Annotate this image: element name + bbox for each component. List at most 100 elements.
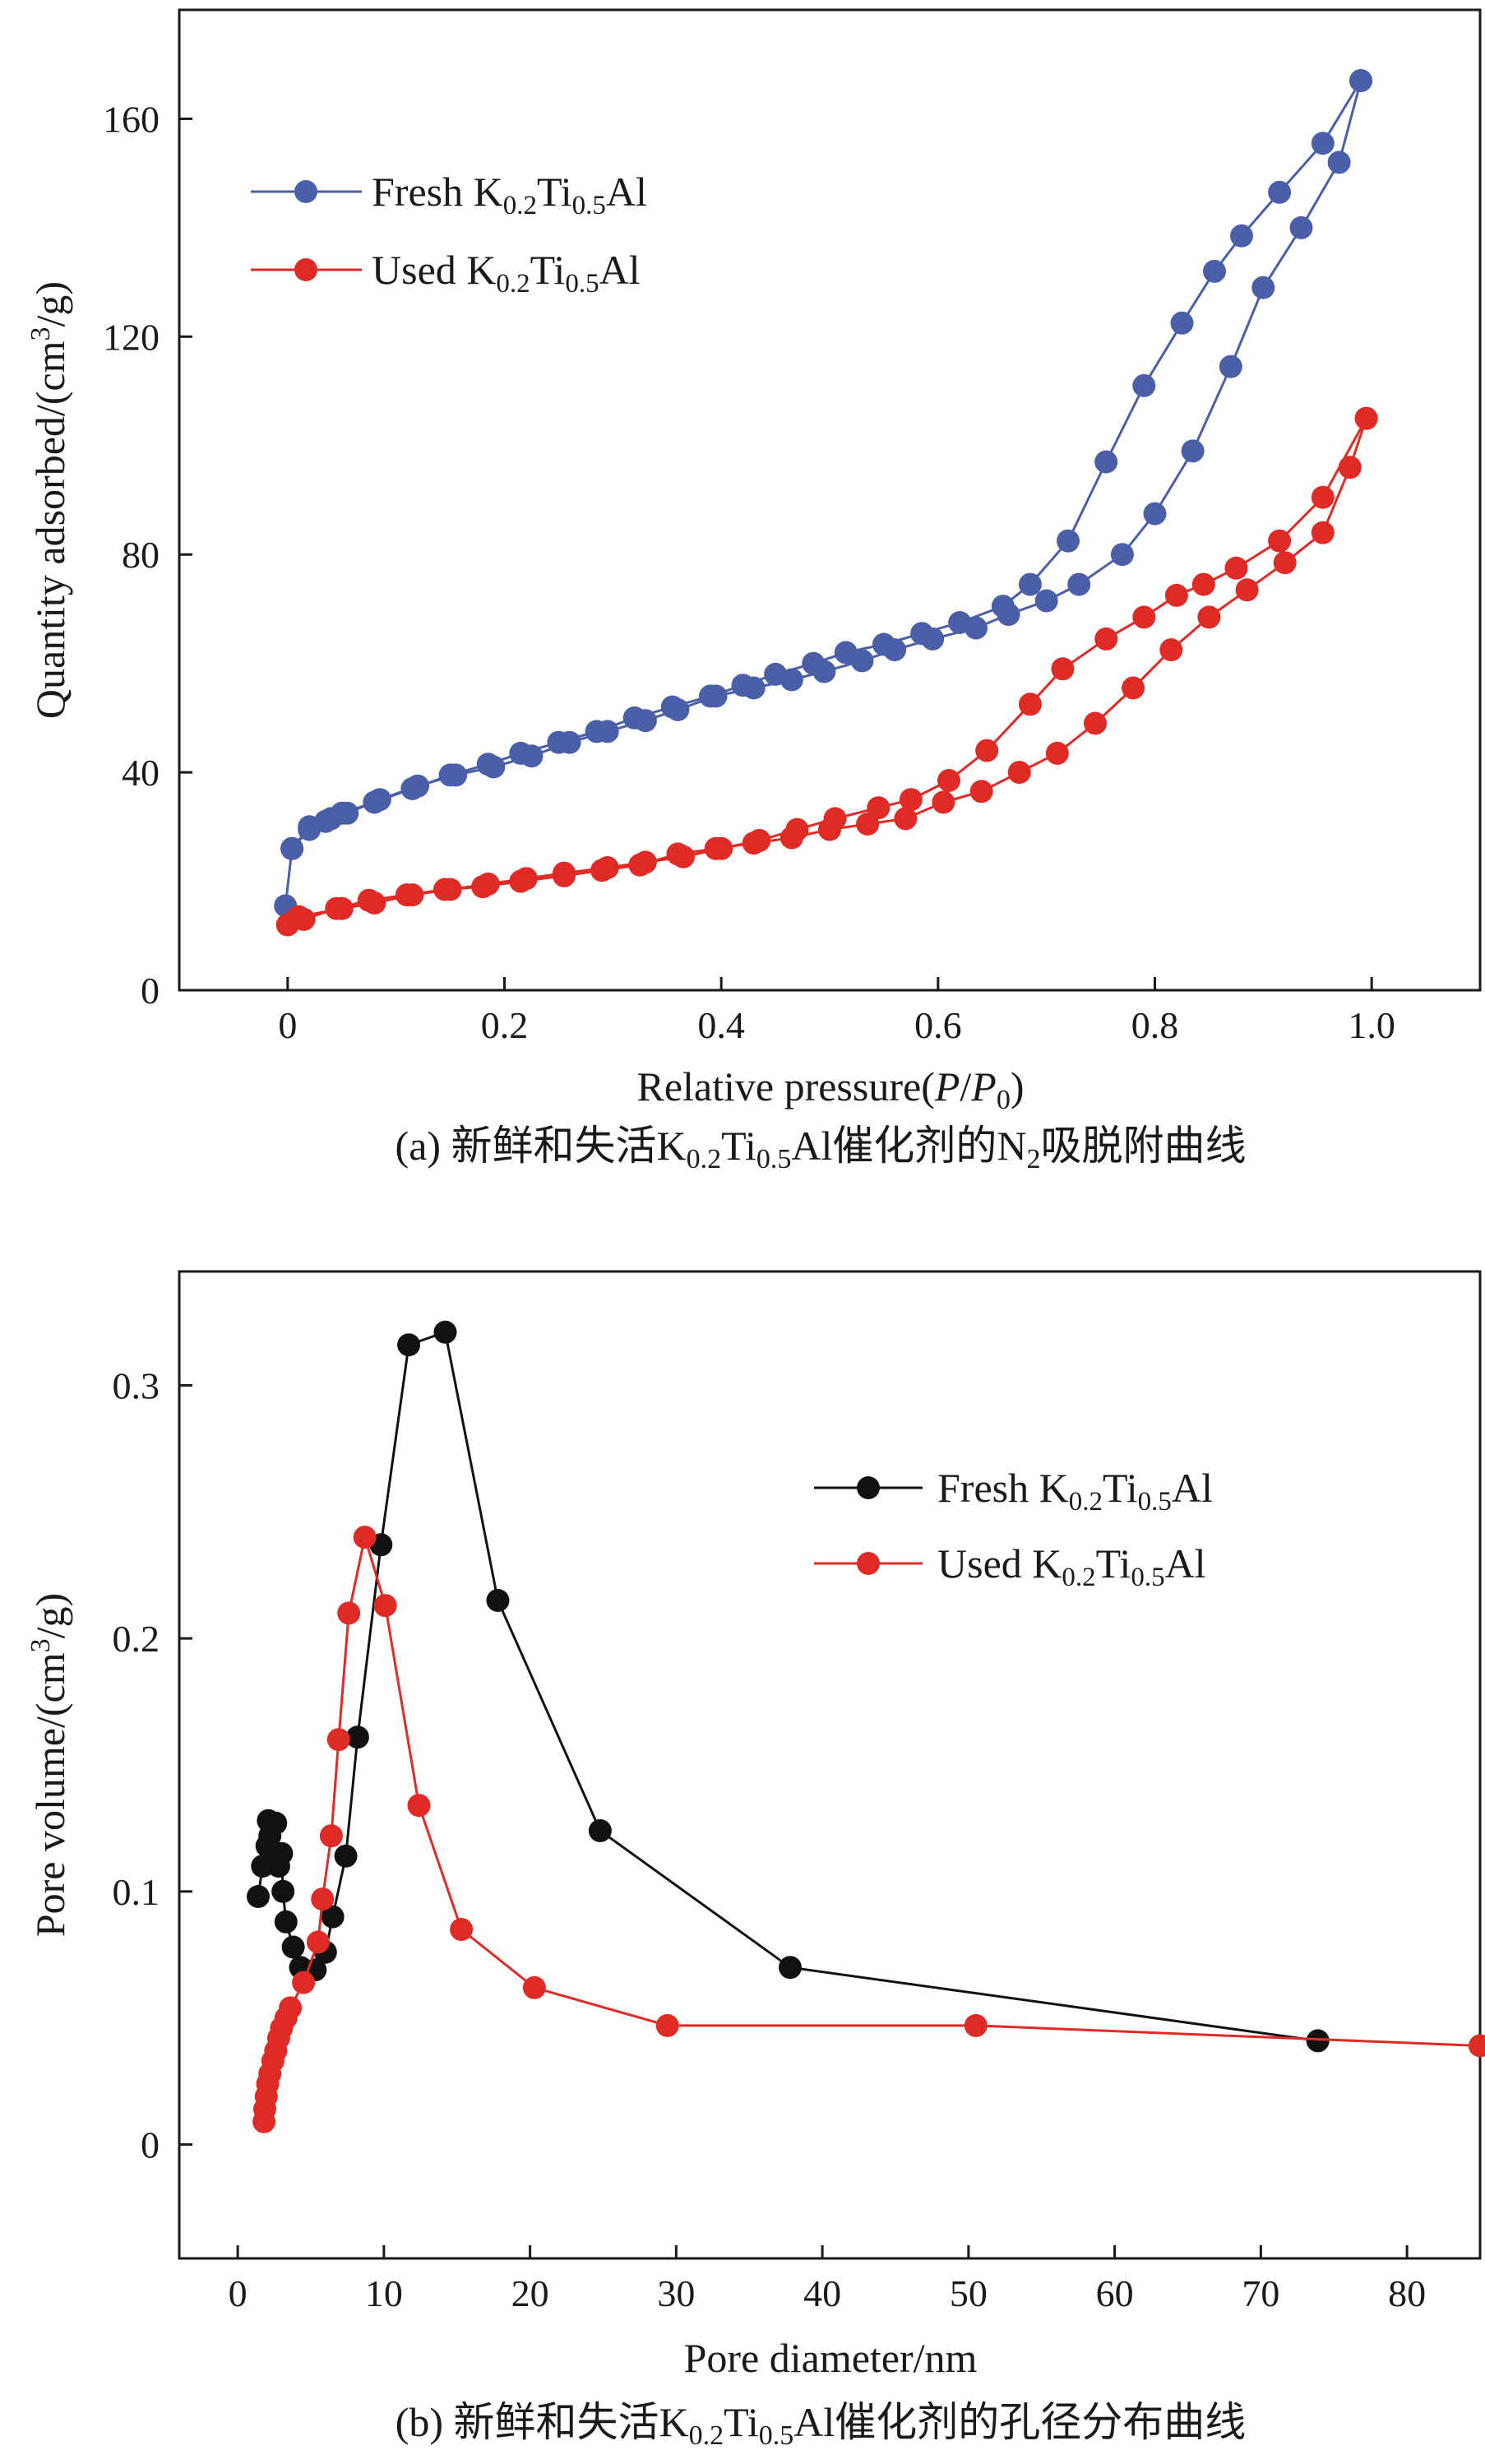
panel-b-used-curve-point	[306, 1930, 330, 1954]
panel-a-fresh-desorption-point	[666, 698, 690, 721]
panel-a-fresh-adsorption-point	[1230, 224, 1253, 248]
panel-a-fresh-desorption-point	[704, 684, 728, 708]
panel-b-x-tick-label: 20	[511, 2272, 549, 2314]
panel-a-used-desorption-point	[325, 896, 349, 920]
panel-a-used-desorption-point	[780, 826, 803, 850]
panel-b-x-tick-label: 80	[1388, 2272, 1426, 2314]
panel-a-used-desorption-point	[1007, 761, 1031, 785]
panel-a-legend-used-label: Used K0.2Ti0.5Al	[372, 247, 641, 299]
panel-b-y-tick-label: 0	[141, 2124, 160, 2166]
panel-a-fresh-desorption-point	[1349, 69, 1372, 93]
panel-a-used-desorption-point	[471, 875, 495, 899]
panel-a-used-desorption-point	[932, 790, 955, 814]
panel-a-fresh-desorption-point	[921, 627, 945, 651]
panel-a-used-desorption-point	[704, 836, 728, 860]
panel-a-fresh-desorption-point	[633, 709, 657, 733]
panel-a-used-desorption-point	[395, 883, 419, 907]
panel-a-used-adsorption-point	[899, 788, 923, 812]
panel-a-used-adsorption-point	[1311, 485, 1335, 509]
panel-b-used-curve-point	[353, 1526, 377, 1549]
panel-a-used-adsorption-point	[1094, 627, 1118, 651]
panel-a-used-desorption-point	[1159, 638, 1183, 662]
panel-a-fresh-desorption-point	[1067, 572, 1091, 596]
panel-b-x-tick-label: 10	[365, 2272, 403, 2314]
panel-b-fresh-curve-point	[247, 1885, 270, 1908]
panel-b-x-axis-label: Pore diameter/nm	[684, 2335, 978, 2381]
panel-b-used-curve-point	[319, 1824, 343, 1848]
panel-a-used-desorption-point	[590, 859, 614, 882]
panel-a-legend-fresh-marker	[294, 180, 317, 203]
panel-a-fresh-adsorption-point	[1268, 180, 1292, 204]
panel-a-used-desorption-point	[1273, 551, 1297, 575]
panel-b-x-tick-label: 30	[657, 2272, 695, 2314]
panel-a-x-tick-label: 0	[278, 1004, 297, 1046]
panel-b-fresh-curve-point	[433, 1320, 457, 1344]
panel-b-fresh-curve-line	[257, 1331, 1318, 2042]
panel-b-legend-fresh-marker	[857, 1476, 880, 1499]
panel-a-x-tick-label: 0.6	[914, 1004, 962, 1046]
panel-a-fresh-desorption-point	[780, 668, 803, 692]
panel-a-used-desorption-point	[509, 869, 533, 893]
panel-a-y-tick-label: 80	[122, 534, 160, 576]
panel-b-fresh-curve-point	[345, 1725, 369, 1749]
panel-a-used-desorption-point	[1197, 605, 1221, 629]
panel-a-y-tick-label: 40	[122, 752, 160, 794]
panel-a-fresh-adsorption-point	[1057, 529, 1080, 553]
panel-a-used-desorption-point	[1311, 521, 1335, 544]
panel-a-used-desorption-point	[969, 780, 993, 804]
panel-a-fresh-desorption-point	[965, 616, 988, 640]
panel-b-x-tick-label: 60	[1096, 2272, 1134, 2314]
panel-a-fresh-desorption-point	[812, 660, 836, 683]
panel-a-caption: (a) 新鲜和失活K0.2Ti0.5Al催化剂的N2吸脱附曲线	[396, 1123, 1247, 1174]
panel-b-used-curve-point	[337, 1601, 361, 1625]
panel-a-plot-frame	[178, 8, 1482, 992]
panel-b-used-curve-point	[407, 1794, 431, 1818]
panel-a-used-adsorption-point	[867, 796, 891, 820]
panel-b-series	[247, 1320, 1485, 2133]
panel-b-used-curve-point	[522, 1975, 546, 1999]
panel-b-fresh-curve-point	[486, 1589, 510, 1612]
panel-a-fresh-desorption-point	[444, 763, 468, 787]
panel-a-fresh-desorption-point	[520, 744, 544, 768]
panel-a-fresh-desorption-point	[406, 774, 429, 798]
panel-b-fresh-curve-point	[271, 1879, 295, 1903]
panel-b-used-curve-point	[655, 2013, 679, 2037]
panel-a-fresh-adsorption-point	[1094, 450, 1118, 474]
panel-b-fresh-curve-point	[264, 1811, 288, 1835]
panel-a-series	[274, 69, 1378, 937]
panel-a-fresh-desorption-point	[1219, 354, 1242, 378]
panel-a-fresh-adsorption-point	[1311, 132, 1335, 155]
panel-b-fresh-curve-point	[779, 1956, 802, 1980]
panel-a-used-desorption-point	[818, 817, 841, 841]
panel-a-used-adsorption-point	[975, 739, 999, 762]
panel-a-fresh-desorption-point	[1327, 151, 1351, 174]
panel-a-y-tick-label: 120	[103, 316, 160, 358]
panel-a-fresh-adsorption-point	[1018, 572, 1042, 596]
panel-b-x-tick-label: 40	[803, 2272, 841, 2314]
panel-a-used-desorption-point	[894, 807, 918, 831]
panel-a-fresh-desorption-point	[1289, 215, 1313, 239]
panel-a-fresh-desorption-point	[1110, 543, 1134, 567]
panel-a-used-desorption-point	[666, 842, 690, 866]
panel-a-fresh-desorption-point	[319, 807, 343, 831]
panel-a-x-axis-label: Relative pressure(P/P0)	[636, 1063, 1024, 1115]
panel-a-used-adsorption-point	[1018, 692, 1042, 716]
panel-a-legend-used-marker	[294, 258, 317, 281]
panel-a-used-adsorption-point	[1051, 657, 1075, 681]
panel-b-fresh-curve-point	[270, 1841, 294, 1865]
panel-b-legend-fresh-label: Fresh K0.2Ti0.5Al	[937, 1465, 1213, 1517]
panel-a-fresh-desorption-point	[298, 815, 322, 839]
panel-b-used-curve-point	[326, 1728, 350, 1752]
panel-a-x-tick-label: 1.0	[1348, 1004, 1395, 1046]
panel-a-used-desorption-point	[553, 864, 576, 887]
panel-a-legend: Fresh K0.2Ti0.5Al Used K0.2Ti0.5Al	[251, 169, 647, 299]
panel-a-y-tick-label: 160	[103, 98, 160, 140]
panel-a-fresh-desorption-point	[1251, 276, 1275, 299]
panel-a-fresh-desorption-point	[280, 836, 304, 860]
panel-b-used-curve-point	[279, 1996, 303, 2020]
panel-a-used-desorption-point	[1084, 711, 1107, 735]
panel-a-fresh-desorption-point	[1143, 502, 1167, 526]
panel-b-used-curve-point	[373, 1594, 397, 1618]
panel-a-used-desorption-point	[856, 813, 880, 836]
